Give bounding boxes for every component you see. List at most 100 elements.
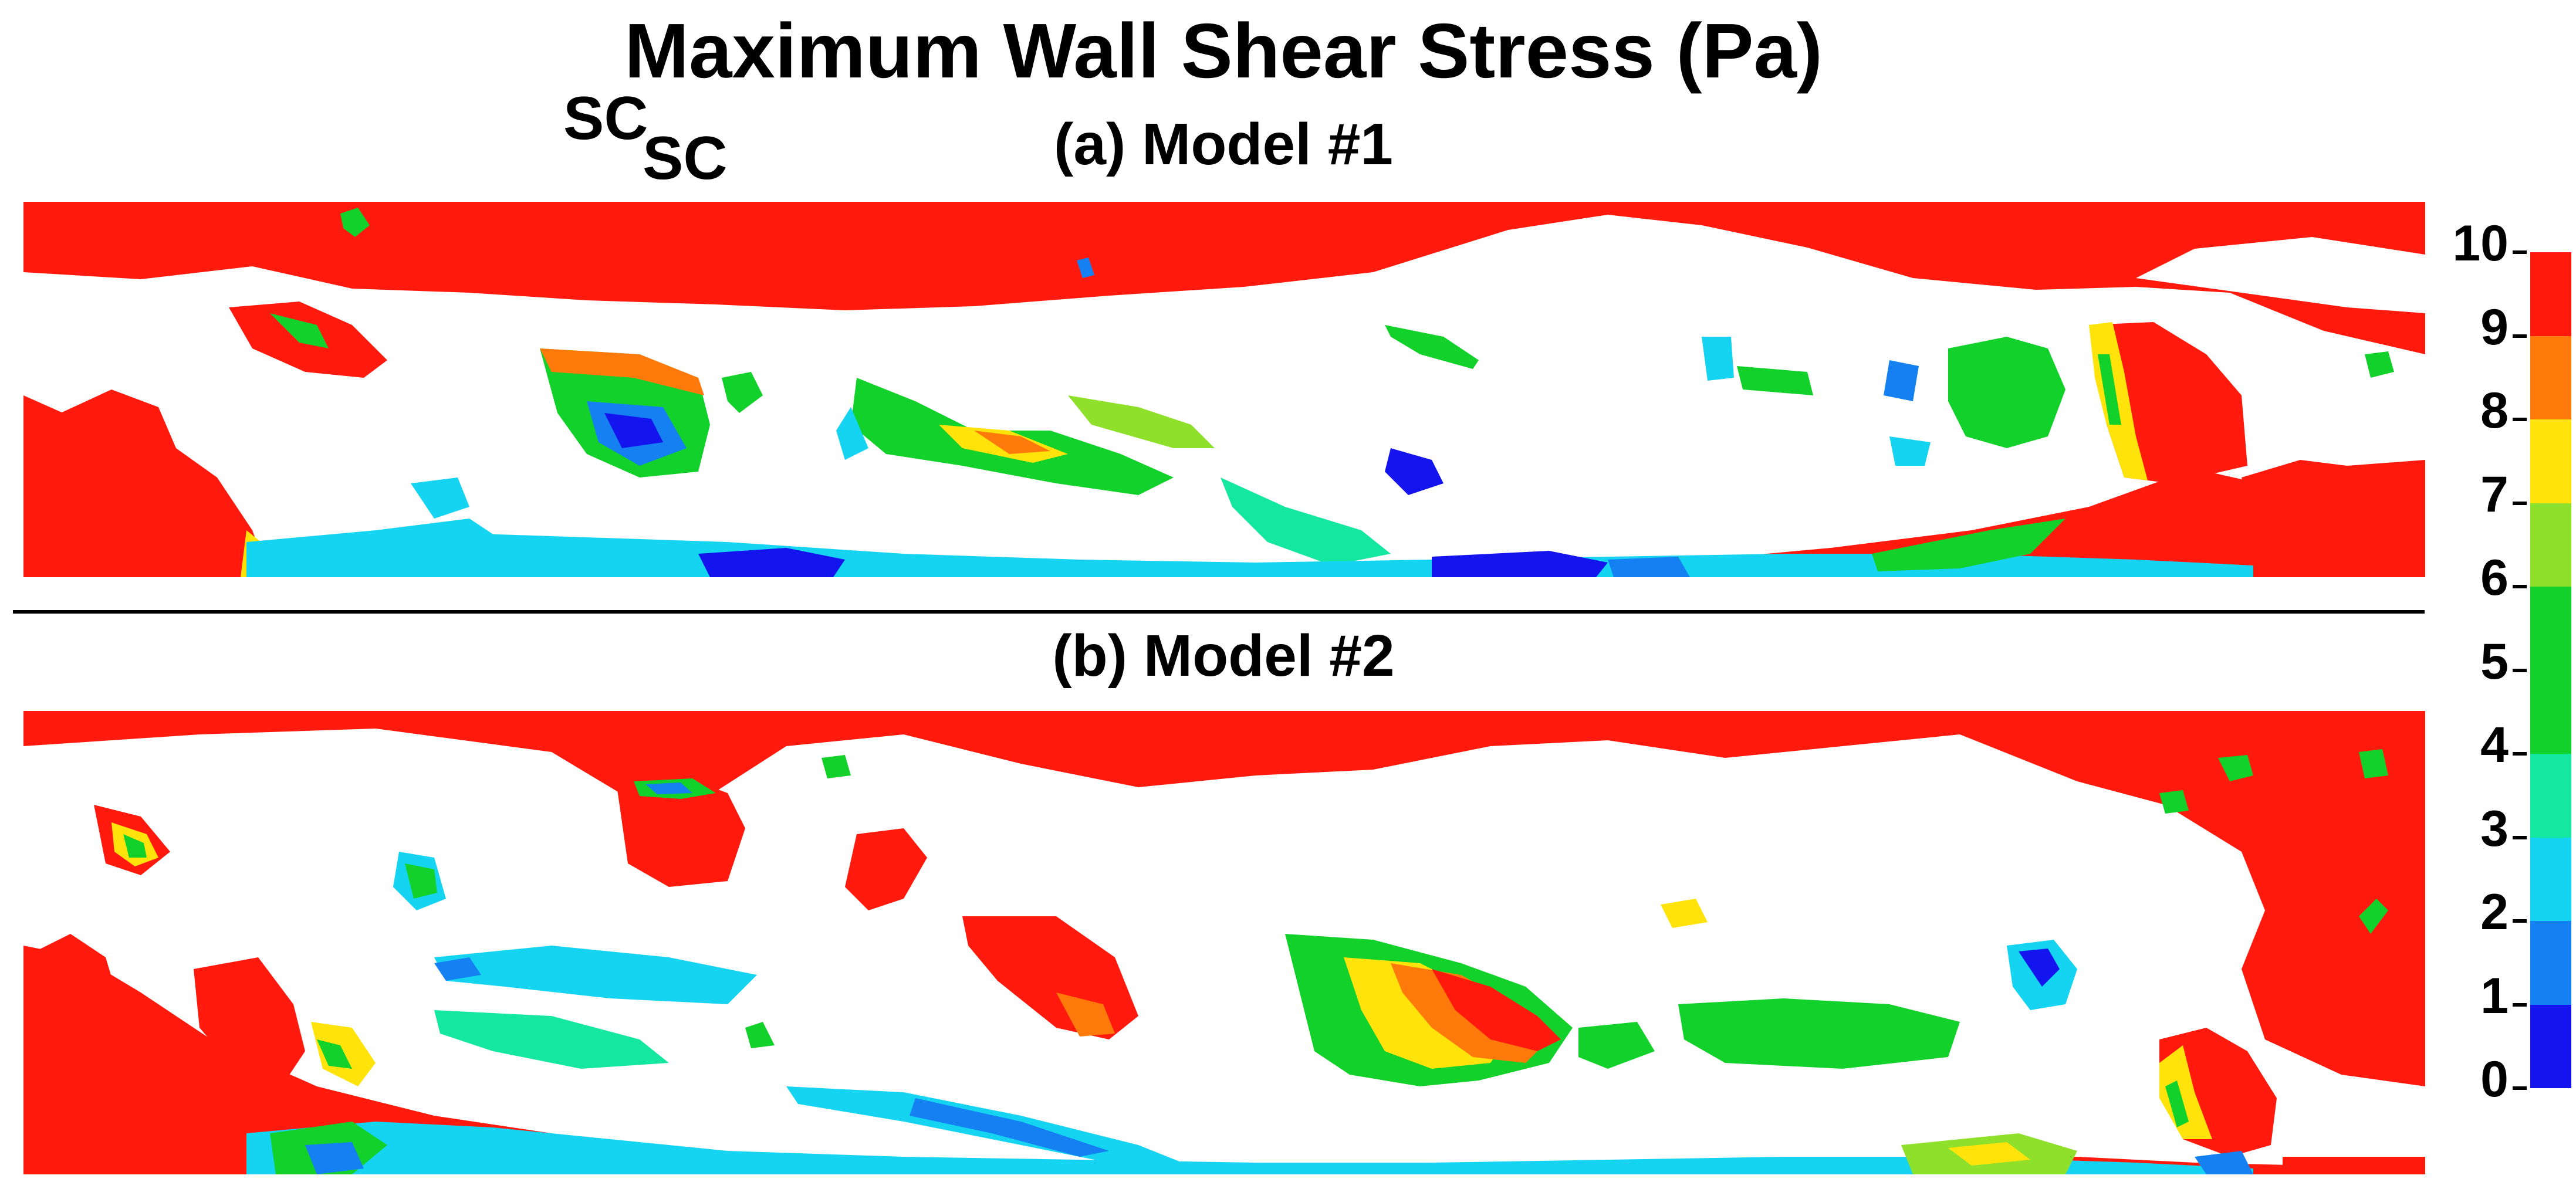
colorbar-tick-label: 6 — [2480, 550, 2509, 606]
pore-channel-main — [23, 215, 2425, 573]
plume-red — [1432, 969, 1561, 1051]
streak-cyan-1-low — [434, 957, 481, 981]
patch-blue-right — [2019, 949, 2060, 987]
colorbar-tick-mark — [2513, 919, 2527, 923]
speckle-11 — [2365, 351, 2394, 378]
colorbar-band-6-7 — [2530, 503, 2571, 587]
colorbar-tick-label: 3 — [2480, 800, 2509, 857]
colorbar-tick-label: 10 — [2452, 215, 2509, 272]
grain-upper-left-spot — [123, 834, 147, 858]
colorbar-tick-label: 4 — [2480, 717, 2509, 773]
colorbar-tick-mark — [2513, 418, 2527, 421]
panel-b-contour-map — [23, 711, 2425, 1192]
grain-left-2-spot — [317, 1039, 352, 1069]
colorbar-tick-mark — [2513, 752, 2527, 756]
speckle-8 — [1385, 325, 1479, 369]
speckle-7 — [745, 1022, 775, 1048]
colorbar-band-9-10 — [2530, 252, 2571, 336]
bottom-low-2 — [1432, 551, 1608, 577]
streak-cyan-1 — [434, 946, 757, 1004]
panel-a-contour-map — [23, 202, 2425, 594]
sc-zone-low — [645, 783, 692, 794]
colorbar-tick-mark — [2513, 250, 2527, 254]
grain-left — [23, 389, 270, 577]
speckle-5 — [1737, 366, 1813, 395]
flow-band-right — [1221, 477, 1391, 565]
colorbar-tick-mark — [2513, 334, 2527, 338]
grain-upper-left-spot — [270, 313, 329, 348]
colorbar — [2530, 252, 2571, 1088]
speckle-1 — [2218, 755, 2253, 781]
speckle-2 — [1077, 258, 1094, 278]
panel-a-contour-svg — [23, 202, 2425, 594]
colorbar-tick-label: 5 — [2480, 633, 2509, 690]
sc-marker-b: SC — [643, 124, 728, 192]
pore-channel-bottom — [23, 577, 2425, 594]
speckle-4 — [1702, 337, 1734, 381]
grain-left-2 — [194, 957, 305, 1086]
colorbar-tick-label: 8 — [2480, 382, 2509, 439]
colorbar-tick-label: 9 — [2480, 299, 2509, 355]
speckle-5 — [822, 755, 851, 778]
bottom-blue-2 — [2195, 1151, 2253, 1174]
flow-band-peak-core — [974, 431, 1050, 454]
colorbar-band-2-3 — [2530, 837, 2571, 921]
speckle-6 — [1884, 360, 1919, 401]
speckle-7 — [1889, 436, 1931, 466]
speckle-10 — [411, 477, 469, 519]
colorbar-band-7-8 — [2530, 419, 2571, 503]
panel-divider — [13, 610, 2425, 614]
figure-title: Maximum Wall Shear Stress (Pa) — [624, 8, 1823, 94]
colorbar-band-4-6 — [2530, 587, 2571, 754]
streak-blue-2 — [910, 1098, 1109, 1157]
bottom-blue-1 — [305, 1142, 364, 1174]
colorbar-tick-mark — [2513, 835, 2527, 839]
blob-center-2 — [845, 828, 927, 910]
colorbar-band-8-9 — [2530, 336, 2571, 419]
flow-band-low — [836, 407, 868, 460]
low-spot-center — [1385, 448, 1443, 495]
colorbar-tick-mark — [2513, 1002, 2527, 1007]
blob-center-1-edge — [1056, 993, 1115, 1037]
grain-cyan-1-core — [405, 863, 437, 899]
grain-right-green — [1948, 337, 2065, 448]
colorbar-band-1-2 — [2530, 921, 2571, 1005]
colorbar-band-0-1 — [2530, 1004, 2571, 1088]
panel-b-contour-svg — [23, 711, 2425, 1192]
grain-left — [23, 934, 188, 1168]
colorbar-band-3-4 — [2530, 754, 2571, 838]
sc-zone-edge — [540, 348, 704, 395]
colorbar-tick-label: 1 — [2480, 967, 2509, 1024]
flow-band-upper — [1068, 395, 1215, 448]
bottom-yellow — [1948, 1142, 2030, 1166]
colorbar-tick-mark — [2513, 585, 2527, 588]
grain-bottom-right — [2242, 460, 2425, 577]
speckle-3 — [340, 208, 370, 237]
grain-bottom-right-spot — [2165, 1081, 2189, 1127]
bottom-red-right — [2283, 1157, 2425, 1174]
pore-channel-upper-right — [2136, 237, 2425, 313]
grain-bottom-right-edge — [2159, 1045, 2212, 1139]
speckle-9 — [722, 372, 763, 413]
sc-zone-grain — [616, 775, 745, 887]
bottom-low-3 — [1608, 557, 1690, 577]
speckle-2 — [2359, 749, 2388, 778]
streak-green-1 — [434, 1010, 669, 1069]
colorbar-tick-label: 2 — [2480, 884, 2509, 940]
speckle-3 — [2159, 790, 2189, 814]
colorbar-tick-label: 0 — [2480, 1051, 2509, 1107]
speckle-6 — [1661, 899, 1708, 928]
bottom-flow-stripe — [246, 1122, 2253, 1174]
sc-marker-a: SC — [563, 84, 648, 153]
bottom-low-1 — [698, 548, 845, 577]
patch-green-right — [1678, 998, 1960, 1069]
speckle-4 — [2359, 899, 2388, 934]
sc-zone-min — [604, 413, 663, 448]
pore-channel-bottom — [23, 1174, 2425, 1192]
patch-green-2 — [1578, 1022, 1655, 1069]
pore-channel-main — [23, 729, 2425, 1168]
panel-b-title: (b) Model #2 — [1052, 623, 1395, 689]
bottom-green-1 — [1872, 519, 2065, 571]
bottom-cyan-1 — [376, 519, 505, 565]
colorbar-tick-mark — [2513, 501, 2527, 505]
